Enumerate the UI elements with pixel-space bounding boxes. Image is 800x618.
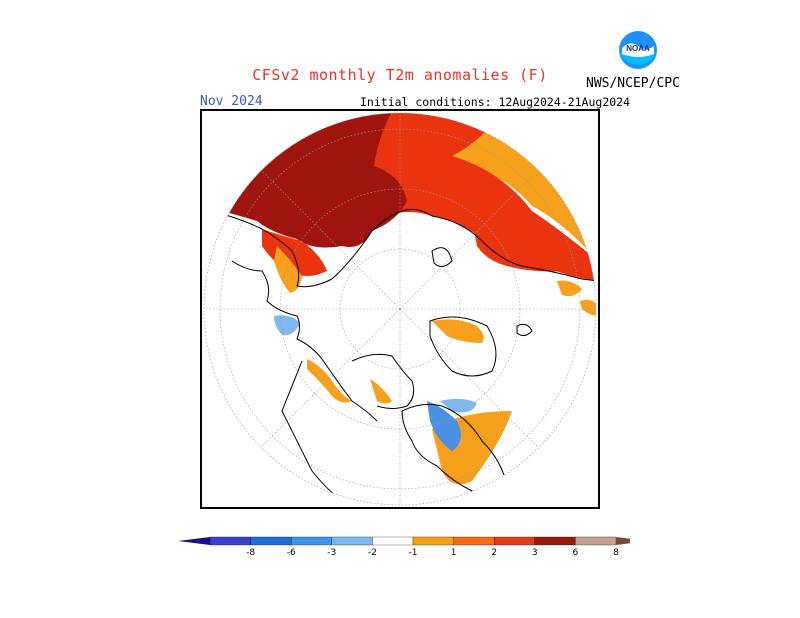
anomaly-region-orange-3 <box>557 280 582 297</box>
colorbar-segment <box>331 536 373 546</box>
coastline-scandinavia <box>431 247 453 267</box>
globe-outline <box>203 112 597 506</box>
valid-month-label: Nov 2024 <box>200 94 263 109</box>
colorbar-ticks: -8 -6 -3 -2 -1 1 2 3 6 8 <box>246 548 619 558</box>
initial-conditions-label: Initial conditions: 12Aug2024-21Aug2024 <box>360 95 631 109</box>
polar-map <box>203 112 597 506</box>
anomaly-region-orange-5 <box>432 319 484 343</box>
colorbar-segment <box>372 536 414 546</box>
colorbar-segments <box>178 536 630 546</box>
colorbar-segment <box>291 536 332 546</box>
anomaly-region-orange-6 <box>307 359 352 403</box>
colorbar-arrow-right <box>616 537 630 545</box>
colorbar-tick-label: -1 <box>409 548 418 558</box>
agency-label: NWS/NCEP/CPC <box>586 76 680 91</box>
colorbar-tick-label: 6 <box>573 548 579 558</box>
colorbar-tick-label: -6 <box>287 548 296 558</box>
colorbar-tick-label: -3 <box>327 548 336 558</box>
coastline-greenland <box>429 316 497 377</box>
colorbar-segment <box>494 536 535 546</box>
coastline-eurasia <box>211 208 596 288</box>
coastline-north-america-west <box>281 360 353 505</box>
coastline-arctic <box>351 353 415 409</box>
colorbar-tick-label: 3 <box>532 548 538 558</box>
colorbar-tick-label: 8 <box>613 548 619 558</box>
anomaly-region-red-3 <box>472 221 562 272</box>
coastline-europe <box>231 260 378 422</box>
coastline-iceland <box>516 323 533 337</box>
anomaly-region-blue-2 <box>440 398 477 413</box>
anomaly-region-blue-1 <box>274 315 300 336</box>
colorbar-segment <box>575 536 617 546</box>
colorbar-tick-label: -8 <box>246 548 255 558</box>
map-frame <box>200 109 600 509</box>
noaa-logo: NOAA <box>619 31 657 69</box>
colorbar-segment <box>453 536 495 546</box>
colorbar-segment <box>209 536 251 546</box>
anomaly-region-orange-7 <box>370 379 392 404</box>
anomaly-region-blue-3 <box>427 401 461 451</box>
map-title: CFSv2 monthly T2m anomalies (F) <box>252 66 548 84</box>
colorbar-tick-label: 2 <box>491 548 497 558</box>
colorbar-arrow-left <box>178 537 210 545</box>
colorbar-segment <box>250 536 292 546</box>
anomaly-region-orange-2 <box>274 246 302 293</box>
noaa-logo-text: NOAA <box>626 44 650 53</box>
colorbar-tick-label: 1 <box>451 548 457 558</box>
colorbar-tick-label: -2 <box>368 548 377 558</box>
colorbar: -8 -6 -3 -2 -1 1 2 3 6 8 <box>178 536 630 558</box>
anomaly-region-orange-4 <box>580 299 596 316</box>
colorbar-segment <box>412 536 454 546</box>
colorbar-segment <box>534 536 576 546</box>
